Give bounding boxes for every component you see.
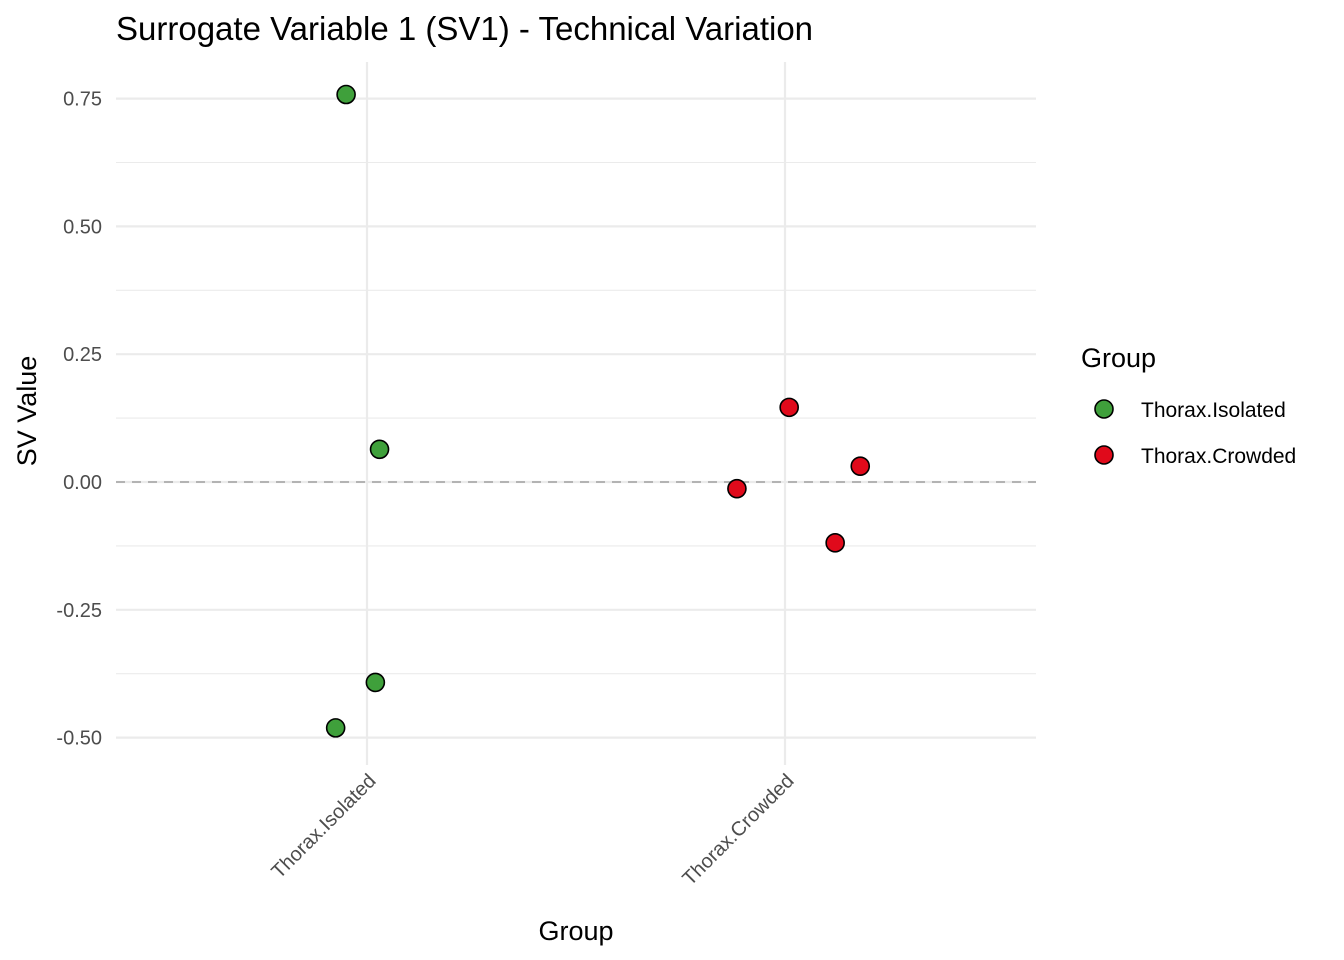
data-point <box>369 439 390 460</box>
x-axis-title: Group <box>538 916 613 946</box>
plot-grid <box>116 62 1036 765</box>
y-axis-ticks: -0.50 -0.25 0.00 0.25 0.50 0.75 <box>56 89 102 750</box>
data-point <box>336 84 356 105</box>
y-axis-title: SV Value <box>12 356 42 467</box>
x-axis-ticks: Thorax.Isolated Thorax.Crowded <box>267 770 798 890</box>
data-points <box>325 84 871 738</box>
x-tick-label: Thorax.Isolated <box>267 770 380 883</box>
y-tick-label: 0.00 <box>63 472 102 494</box>
legend: Group Thorax.Isolated Thorax.Crowded <box>1081 343 1296 468</box>
data-point <box>727 478 747 499</box>
data-point <box>779 397 799 418</box>
y-tick-label: 0.50 <box>63 216 102 238</box>
legend-key <box>1094 399 1114 419</box>
data-point <box>365 672 386 693</box>
x-tick-label: Thorax.Crowded <box>678 770 798 890</box>
legend-label: Thorax.Crowded <box>1141 445 1296 468</box>
legend-key <box>1094 445 1114 465</box>
legend-label: Thorax.Isolated <box>1141 399 1286 422</box>
y-tick-label: -0.25 <box>56 600 102 622</box>
y-tick-label: -0.50 <box>56 728 102 750</box>
data-point <box>850 456 871 476</box>
y-tick-label: 0.75 <box>63 89 102 111</box>
chart-title: Surrogate Variable 1 (SV1) - Technical V… <box>116 10 813 47</box>
data-point <box>325 718 346 738</box>
data-point <box>825 533 845 553</box>
y-tick-label: 0.25 <box>63 344 102 366</box>
legend-title: Group <box>1081 343 1156 373</box>
